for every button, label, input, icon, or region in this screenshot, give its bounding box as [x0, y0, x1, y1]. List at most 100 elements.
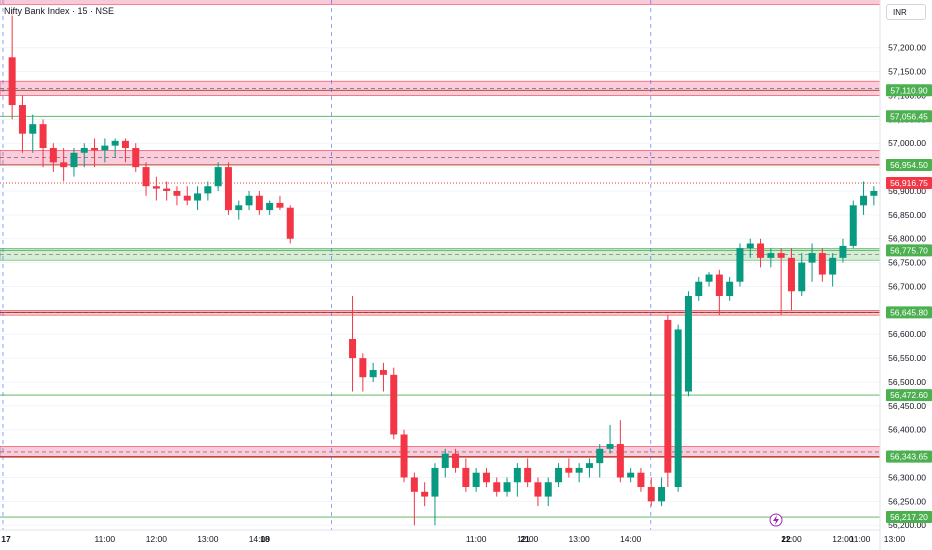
time-tick-label: 11:00: [781, 534, 802, 544]
candle-down: [8, 57, 16, 106]
candle-up: [503, 482, 511, 492]
candle-up: [266, 202, 274, 211]
price-tick-label: 56,850.00: [888, 210, 926, 220]
price-badge-label: 56,954.50: [890, 160, 928, 170]
candle-down: [359, 358, 367, 378]
price-badge: [886, 306, 932, 319]
chart-title: Nifty Bank Index · 15 · NSE: [4, 6, 115, 16]
price-badge: [886, 389, 932, 402]
price-tick-label: 56,750.00: [888, 258, 926, 268]
candle-up: [80, 148, 88, 153]
candle-down: [647, 487, 655, 502]
candle-up: [705, 274, 713, 282]
candle-down: [482, 472, 490, 483]
time-tick-label: 14:00: [249, 534, 271, 544]
candle-up: [658, 487, 666, 502]
price-tick-label: 56,550.00: [888, 353, 926, 363]
candle-up: [101, 145, 109, 151]
price-badge: [886, 244, 932, 257]
candle-up: [736, 248, 744, 282]
time-tick-label: 11:00: [850, 534, 871, 544]
time-tick-label: 13:00: [569, 534, 591, 544]
resistance-zone: [0, 0, 881, 6]
price-badge: [886, 158, 932, 171]
resistance-zone: [0, 150, 881, 166]
candle-down: [637, 472, 645, 488]
price-badge: [886, 176, 932, 189]
candle-up: [839, 245, 847, 258]
candle-down: [132, 148, 140, 168]
price-tick-label: 57,000.00: [888, 138, 926, 148]
candle-up: [441, 453, 449, 468]
price-badge-label: 56,645.80: [890, 307, 928, 317]
time-tick-label: 12:00: [517, 534, 539, 544]
candle-down: [276, 202, 284, 208]
candle-up: [472, 472, 480, 488]
price-tick-label: 56,200.00: [888, 520, 926, 530]
candle-down: [818, 253, 826, 275]
price-axis: [880, 0, 932, 550]
price-tick-label: 56,400.00: [888, 425, 926, 435]
price-badge: [886, 511, 932, 524]
price-tick-label: 56,900.00: [888, 186, 926, 196]
price-badge-label: 56,217.20: [890, 512, 928, 522]
candle-down: [379, 370, 387, 375]
price-tick-label: 56,450.00: [888, 401, 926, 411]
candle-up: [627, 472, 635, 478]
time-tick-label: 11:00: [95, 534, 116, 544]
price-tick-label: 56,500.00: [888, 377, 926, 387]
candle-down: [421, 491, 429, 497]
candle-up: [798, 262, 806, 292]
candle-down: [524, 467, 532, 483]
lightning-icon: [773, 515, 779, 525]
candle-down: [173, 190, 181, 196]
candle-up: [29, 124, 37, 134]
candle-up: [369, 370, 377, 378]
currency-button[interactable]: INR: [886, 4, 926, 20]
candle-down: [91, 148, 99, 151]
candle-up: [585, 463, 593, 468]
price-badge-label: 57,056.45: [890, 111, 928, 121]
candle-down: [286, 207, 294, 239]
time-tick-label: 12:00: [146, 534, 168, 544]
candle-up: [596, 448, 604, 464]
time-tick-label: 21: [520, 534, 530, 544]
candle-down: [163, 188, 171, 191]
candle-up: [870, 190, 878, 196]
candle-up: [674, 329, 682, 488]
price-badge-label: 56,343.65: [890, 452, 928, 462]
candle-down: [121, 140, 129, 149]
candle-up: [555, 467, 563, 483]
candle-up: [431, 467, 439, 497]
candle-up: [513, 467, 521, 483]
price-badge: [886, 84, 932, 97]
price-badge: [886, 450, 932, 463]
candle-up: [606, 444, 614, 449]
price-tick-label: 56,250.00: [888, 496, 926, 506]
time-tick-label: 11:00: [466, 534, 487, 544]
price-badge-label: 56,472.60: [890, 390, 928, 400]
candle-down: [410, 477, 418, 492]
candle-up: [860, 195, 868, 206]
candle-down: [349, 339, 357, 359]
price-tick-label: 56,300.00: [888, 472, 926, 482]
candle-up: [235, 205, 243, 211]
candle-down: [777, 253, 785, 258]
price-tick-label: 57,150.00: [888, 67, 926, 77]
candle-up: [544, 482, 552, 497]
candle-down: [787, 257, 795, 292]
price-tick-label: 56,800.00: [888, 234, 926, 244]
candle-down: [757, 243, 765, 258]
candle-up: [111, 140, 119, 146]
candle-up: [808, 253, 816, 263]
candle-up: [214, 167, 222, 187]
candle-down: [452, 453, 460, 468]
candle-down: [616, 444, 624, 478]
candle-up: [684, 296, 692, 392]
time-tick-label: 18: [260, 534, 270, 544]
candle-up: [829, 257, 837, 275]
candle-down: [715, 274, 723, 297]
candle-up: [746, 243, 754, 249]
candle-down: [224, 167, 232, 211]
